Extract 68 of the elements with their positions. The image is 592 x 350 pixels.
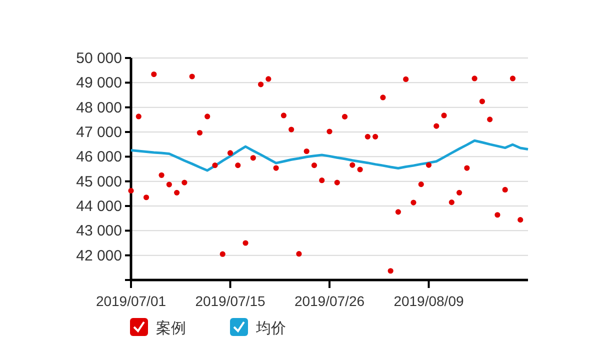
- point: [196, 130, 203, 136]
- point: [326, 128, 332, 134]
- point: [258, 82, 264, 88]
- point: [448, 200, 454, 206]
- point: [418, 181, 424, 188]
- point: [136, 114, 142, 120]
- point: [143, 194, 150, 200]
- y-tick-label: 50 000: [76, 50, 122, 67]
- point: [266, 76, 272, 82]
- point: [174, 190, 180, 196]
- point: [403, 76, 409, 82]
- point: [518, 217, 524, 223]
- point: [220, 251, 226, 257]
- y-tick-label: 43 000: [76, 222, 122, 240]
- x-tick-label: 2019/07/15: [195, 293, 266, 309]
- point: [380, 94, 386, 100]
- y-tick-label: 47 000: [76, 124, 122, 141]
- y-tick-label: 42 000: [76, 247, 122, 264]
- y-tick-label: 45 000: [76, 173, 122, 190]
- legend-label: 均价: [255, 320, 286, 337]
- point: [273, 165, 279, 171]
- point: [342, 114, 348, 120]
- x-tick-label: 2019/07/26: [294, 293, 365, 309]
- point: [280, 112, 286, 118]
- point: [189, 74, 195, 80]
- point: [227, 150, 234, 156]
- point: [158, 172, 164, 178]
- point: [182, 180, 188, 186]
- point: [235, 162, 241, 168]
- point: [128, 188, 134, 194]
- point: [410, 200, 416, 206]
- point: [388, 268, 394, 274]
- point: [426, 162, 432, 168]
- point: [296, 251, 302, 257]
- point: [487, 116, 493, 122]
- y-tick-label: 49 000: [76, 74, 122, 92]
- legend-label: 案例: [156, 320, 186, 337]
- y-tick-label: 46 000: [76, 148, 122, 166]
- point: [166, 182, 172, 188]
- point: [441, 112, 447, 118]
- point: [212, 162, 218, 168]
- point: [372, 134, 378, 140]
- point: [319, 178, 325, 184]
- point: [151, 71, 157, 78]
- point: [456, 190, 462, 196]
- y-tick-label: 48 000: [76, 99, 122, 116]
- point: [364, 134, 370, 140]
- point: [357, 166, 363, 172]
- line-series: [130, 139, 530, 172]
- point: [479, 98, 485, 104]
- point: [434, 123, 440, 129]
- point: [494, 212, 500, 218]
- point: [510, 76, 516, 82]
- point: [288, 126, 294, 132]
- point: [311, 162, 318, 168]
- point: [242, 240, 248, 246]
- point: [502, 186, 508, 193]
- point: [334, 180, 340, 186]
- point: [204, 114, 210, 120]
- point: [304, 148, 310, 154]
- point: [395, 209, 402, 215]
- point: [250, 155, 256, 161]
- x-tick-label: 2019/08/09: [394, 293, 464, 309]
- point: [472, 76, 478, 82]
- x-tick-label: 2019/07/01: [96, 293, 166, 309]
- y-tick-label: 44 000: [76, 198, 122, 215]
- point: [464, 165, 470, 171]
- point: [350, 162, 356, 168]
